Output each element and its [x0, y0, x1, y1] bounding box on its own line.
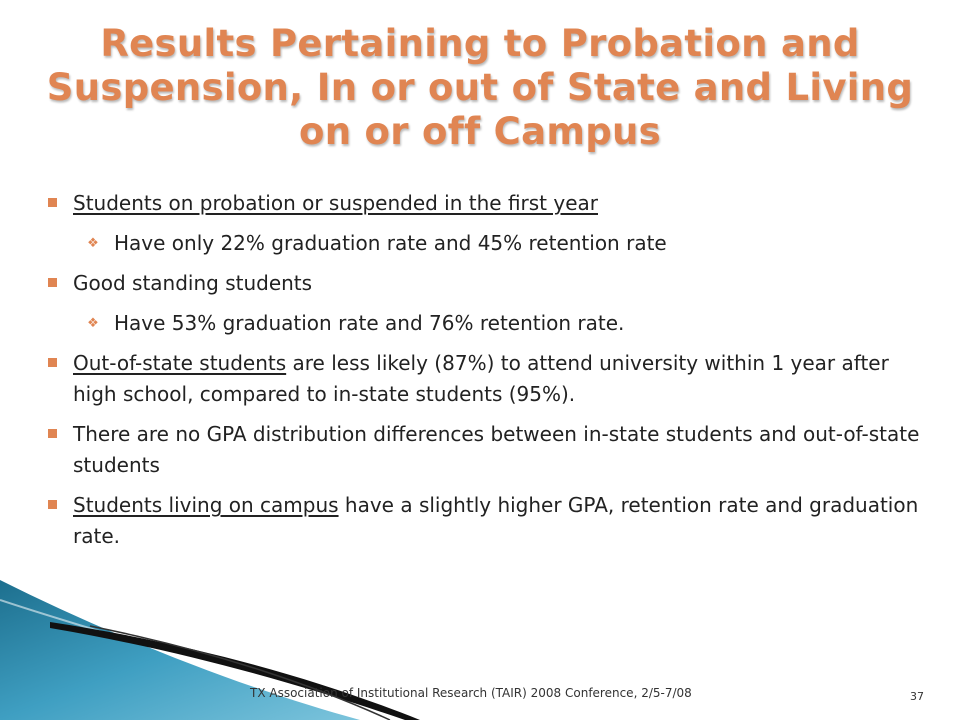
page-number: 37: [910, 690, 924, 703]
square-bullet-icon: [48, 429, 57, 438]
bullet-probation: Students on probation or suspended in th…: [44, 188, 924, 219]
bullet-on-campus: Students living on campus have a slightl…: [44, 490, 924, 552]
bullet-text: Have only 22% graduation rate and 45% re…: [114, 231, 667, 255]
bullet-gpa-distribution: There are no GPA distribution difference…: [44, 419, 924, 481]
slide-title: Results Pertaining to Probation and Susp…: [20, 22, 940, 154]
bullet-underlined-text: Students living on campus: [73, 493, 339, 517]
diamond-bullet-icon: ❖: [87, 316, 99, 331]
sub-bullet-good-standing-rates: ❖ Have 53% graduation rate and 76% reten…: [44, 308, 924, 339]
bullet-good-standing: Good standing students: [44, 268, 924, 299]
square-bullet-icon: [48, 278, 57, 287]
bullet-text: Have 53% graduation rate and 76% retenti…: [114, 311, 625, 335]
title-line: on or off Campus: [298, 110, 661, 153]
title-line: Results Pertaining to Probation and: [100, 22, 860, 65]
bullet-text: Good standing students: [73, 271, 313, 295]
diamond-bullet-icon: ❖: [87, 236, 99, 251]
sub-bullet-probation-rates: ❖ Have only 22% graduation rate and 45% …: [44, 228, 924, 259]
bullet-text: There are no GPA distribution difference…: [73, 422, 920, 477]
bullet-list: Students on probation or suspended in th…: [44, 188, 924, 552]
bullet-out-of-state: Out-of-state students are less likely (8…: [44, 348, 924, 410]
square-bullet-icon: [48, 500, 57, 509]
bullet-text: have a slightly higher GPA, retention ra…: [73, 493, 919, 548]
bullet-underlined-text: Students on probation or suspended in th…: [73, 191, 598, 215]
bullet-text: are less likely (87%) to attend universi…: [73, 351, 889, 406]
title-line: Suspension, In or out of State and Livin…: [46, 66, 914, 109]
slide-footer: TX Association of Institutional Research…: [250, 686, 692, 700]
bullet-underlined-text: Out-of-state students: [73, 351, 287, 375]
square-bullet-icon: [48, 198, 57, 207]
square-bullet-icon: [48, 358, 57, 367]
